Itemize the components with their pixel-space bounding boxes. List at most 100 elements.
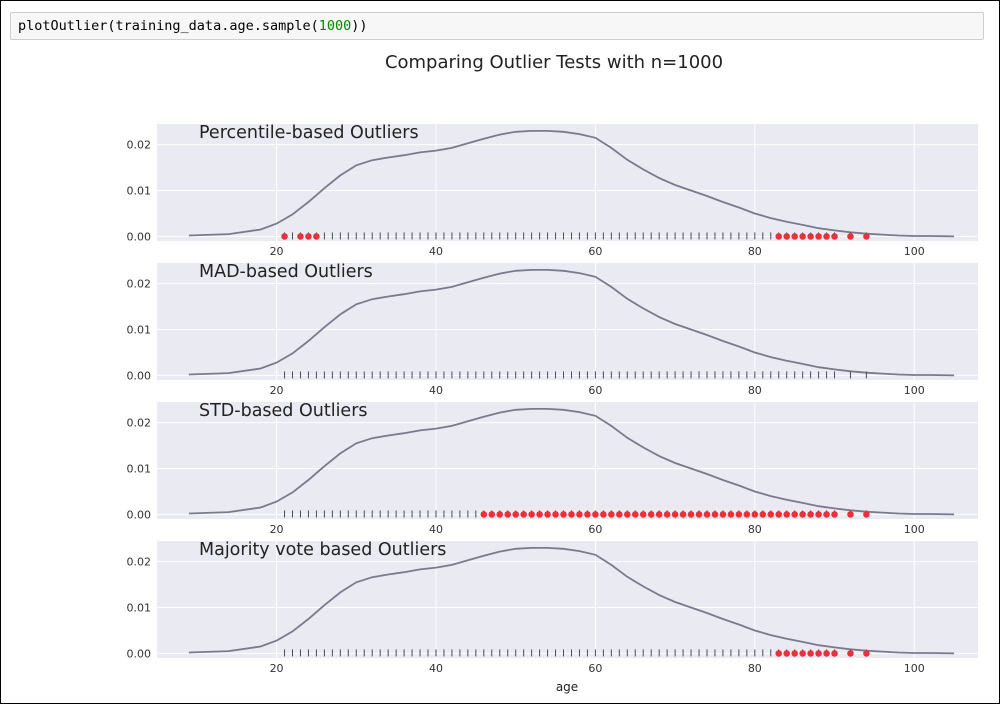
outlier-point (313, 233, 320, 240)
outlier-point (775, 233, 783, 240)
outlier-point (647, 511, 655, 518)
code-prefix: plotOutlier(training_data.age.sample( (18, 18, 319, 34)
kde-curve (188, 547, 955, 655)
y-tick-label: 0.02 (127, 139, 152, 152)
x-tick-label: 40 (429, 523, 443, 536)
outlier-point (703, 511, 711, 518)
outlier-point (687, 511, 695, 518)
panel-title: Percentile-based Outliers (199, 123, 419, 143)
y-tick-label: 0.01 (127, 463, 152, 476)
x-tick-label: 60 (588, 384, 602, 397)
outlier-point (831, 511, 838, 518)
outlier-point (480, 511, 488, 518)
outlier-point (815, 650, 822, 657)
x-tick-label: 80 (748, 384, 762, 397)
outlier-point (863, 511, 870, 518)
x-tick-label: 20 (270, 662, 284, 675)
outlier-point (743, 511, 751, 518)
outlier-point (767, 511, 775, 518)
outlier-point (552, 511, 559, 518)
code-input-cell[interactable]: plotOutlier(training_data.age.sample(100… (10, 12, 984, 40)
panel-3: 20 40 60 80 100 0.00 0.01 0.02 STD-based Outlier… (127, 401, 978, 536)
y-tick-label: 0.00 (127, 369, 152, 382)
outlier-point (847, 511, 854, 518)
outlier-point (639, 511, 647, 518)
outlier-point (584, 511, 591, 518)
y-tick-label: 0.02 (127, 278, 152, 291)
x-tick-label: 80 (748, 245, 762, 258)
kde-curve (188, 129, 955, 238)
outlier-point (831, 233, 838, 240)
outlier-point (807, 650, 814, 657)
y-tick-label: 0.01 (127, 185, 152, 198)
x-tick-label: 40 (429, 245, 443, 258)
outlier-point (791, 511, 798, 518)
outlier-point (727, 511, 735, 518)
y-tick-label: 0.02 (127, 417, 152, 430)
x-tick-label: 40 (429, 384, 443, 397)
outlier-point (791, 650, 798, 657)
outlier-point (544, 511, 551, 518)
outlier-point (759, 511, 767, 518)
outlier-point (616, 511, 623, 518)
outlier-point (592, 511, 599, 518)
outlier-point (496, 511, 504, 518)
outlier-point (512, 511, 519, 518)
outlier-point (791, 233, 798, 240)
outlier-point (695, 511, 703, 518)
y-tick-label: 0.02 (127, 556, 152, 569)
y-tick-label: 0.01 (127, 324, 152, 337)
outlier-point (775, 650, 783, 657)
x-tick-label: 60 (588, 662, 602, 675)
outlier-point (815, 511, 822, 518)
panel-title: MAD-based Outliers (199, 262, 373, 282)
outlier-point (815, 233, 822, 240)
x-tick-label: 20 (270, 523, 284, 536)
panel-background (157, 263, 978, 380)
outlier-point (823, 650, 830, 657)
x-tick-label: 100 (904, 245, 925, 258)
outlier-point (560, 511, 567, 518)
outlier-point (568, 511, 575, 518)
panel-title: STD-based Outliers (199, 401, 368, 421)
outlier-point (863, 650, 870, 657)
code-suffix: )) (351, 18, 368, 34)
x-tick-label: 40 (429, 662, 443, 675)
outlier-point (775, 511, 783, 518)
x-tick-label: 60 (588, 245, 602, 258)
outlier-point (847, 233, 854, 240)
outlier-point (823, 511, 830, 518)
x-tick-label: 100 (904, 523, 925, 536)
panel-4: 20 40 60 80 100 0.00 0.01 0.02 Majority vote bas… (127, 540, 978, 675)
outlier-point (831, 650, 838, 657)
panel-background (157, 402, 978, 519)
outlier-point (711, 511, 719, 518)
outlier-point (631, 511, 639, 518)
outlier-point (823, 233, 830, 240)
outlier-point (863, 233, 870, 240)
outlier-point (600, 511, 607, 518)
outlier-point (751, 511, 759, 518)
outlier-point (679, 511, 687, 518)
x-tick-label: 100 (904, 384, 925, 397)
panel-2: 20 40 60 80 100 0.00 0.01 0.02 MAD-based Outlier… (127, 262, 978, 397)
x-tick-label: 80 (748, 662, 762, 675)
code-number: 1000 (318, 18, 352, 34)
outlier-point (807, 233, 814, 240)
x-tick-label: 60 (588, 523, 602, 536)
outlier-point (655, 511, 663, 518)
outlier-point (608, 511, 615, 518)
outlier-point (281, 233, 288, 240)
y-tick-label: 0.00 (127, 508, 152, 521)
outlier-point (783, 233, 790, 240)
outlier-point (663, 511, 671, 518)
outlier-point (799, 233, 806, 240)
y-tick-label: 0.01 (127, 602, 152, 615)
outlier-point (799, 511, 806, 518)
outlier-point (783, 511, 790, 518)
y-tick-label: 0.00 (127, 230, 152, 243)
panel-1: 20 40 60 80 100 0.00 0.01 0.02 Percentile-based … (127, 123, 978, 258)
outlier-point (799, 650, 806, 657)
outlier-point (504, 511, 512, 518)
